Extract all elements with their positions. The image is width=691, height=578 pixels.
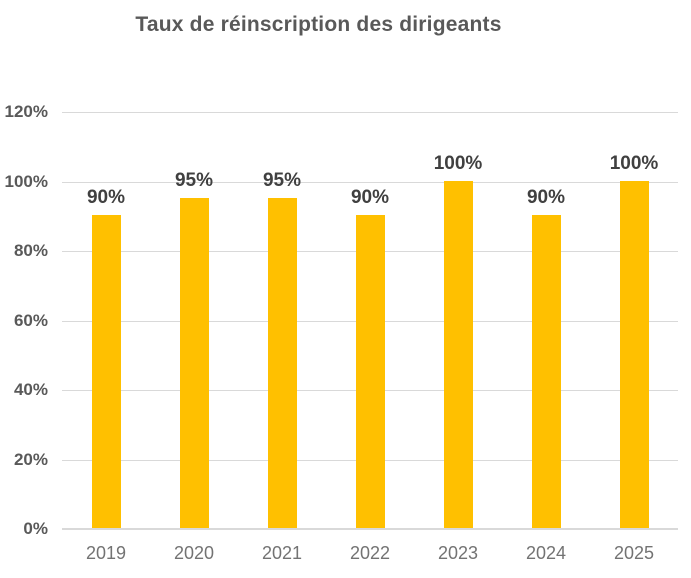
x-tick-label-2022: 2022 [349, 543, 391, 563]
data-label-2022: 90% [350, 187, 390, 209]
gridline-100 [62, 181, 678, 183]
x-tick-label-2019: 2019 [85, 543, 127, 563]
y-tick-label-120: 120% [4, 102, 48, 121]
x-axis-labels: 2019 2020 2021 2022 2023 2024 2025 [62, 112, 678, 563]
y-tick-label-100: 100% [4, 171, 48, 191]
y-tick-label-20: 20% [13, 449, 48, 469]
bar-2024 [531, 215, 561, 528]
chart-title: Taux de réinscription des dirigeants [135, 13, 502, 36]
data-label-2019: 90% [86, 187, 126, 209]
bar-2023 [443, 180, 473, 528]
data-label-2023: 100% [433, 152, 483, 174]
bar-2021 [267, 197, 297, 528]
plot-area: 0% 20% 40% 60% 80% 100% 120% 90% 95% 95% 90% 100% 9… [5, 102, 678, 563]
x-tick-label-2021: 2021 [261, 543, 303, 563]
bar-2020 [179, 197, 209, 528]
data-label-2021: 95% [262, 169, 302, 191]
bar-2025 [619, 180, 649, 528]
x-axis-line [62, 528, 678, 530]
bar-2022 [355, 215, 385, 528]
x-tick-label-2025: 2025 [613, 543, 655, 563]
data-label-2025: 100% [609, 152, 659, 174]
bar-2019 [91, 215, 121, 528]
y-tick-label-60: 60% [13, 310, 48, 330]
x-tick-label-2023: 2023 [437, 543, 479, 563]
x-tick-label-2024: 2024 [525, 543, 567, 563]
data-label-2024: 90% [526, 187, 566, 209]
data-label-2020: 95% [174, 169, 214, 191]
y-tick-label-40: 40% [13, 380, 48, 399]
bars-layer: 90% 95% 95% 90% 100% 90% 100% [62, 112, 678, 529]
x-tick-label-2020: 2020 [173, 543, 215, 563]
y-axis-labels: 0% 20% 40% 60% 80% 100% 120% [5, 102, 678, 538]
y-tick-label-80: 80% [13, 241, 48, 260]
y-tick-label-0: 0% [23, 519, 48, 538]
gridline-120 [62, 112, 678, 113]
